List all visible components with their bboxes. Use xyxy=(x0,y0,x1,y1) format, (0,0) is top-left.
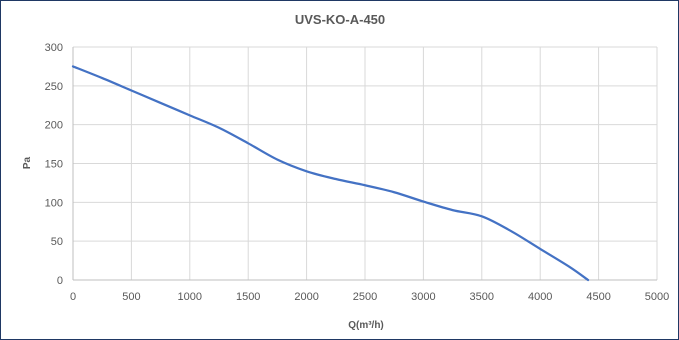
x-tick-label: 1000 xyxy=(178,291,202,303)
x-tick-label: 2500 xyxy=(353,291,377,303)
x-tick-label: 5000 xyxy=(645,291,669,303)
y-tick-label: 200 xyxy=(45,120,63,132)
y-tick-label: 100 xyxy=(45,197,63,209)
chart-title: UVS-KO-A-450 xyxy=(295,12,385,27)
x-axis-title: Q(m³/h) xyxy=(348,320,384,331)
y-tick-label: 300 xyxy=(45,42,63,54)
x-tick-label: 4000 xyxy=(528,291,552,303)
y-tick-labels: 0 50 100 150 200 250 300 xyxy=(45,42,63,287)
y-tick-label: 0 xyxy=(57,275,63,287)
x-tick-label: 0 xyxy=(70,291,76,303)
series-line xyxy=(71,65,590,282)
y-axis-title: Pa xyxy=(22,156,33,169)
gridlines xyxy=(73,46,658,280)
y-tick-label: 50 xyxy=(51,236,63,248)
x-tick-label: 1500 xyxy=(236,291,260,303)
x-tick-label: 4500 xyxy=(586,291,610,303)
y-tick-label: 250 xyxy=(45,81,63,93)
x-tick-label: 500 xyxy=(122,291,140,303)
axes xyxy=(72,47,657,281)
x-tick-label: 3000 xyxy=(411,291,435,303)
x-tick-label: 3500 xyxy=(470,291,494,303)
series-layer xyxy=(71,65,590,282)
y-tick-label: 150 xyxy=(45,159,63,171)
x-tick-label: 2000 xyxy=(294,291,318,303)
x-tick-labels: 0 500 1000 1500 2000 2500 3000 3500 4000 4500 5000 xyxy=(70,291,669,303)
